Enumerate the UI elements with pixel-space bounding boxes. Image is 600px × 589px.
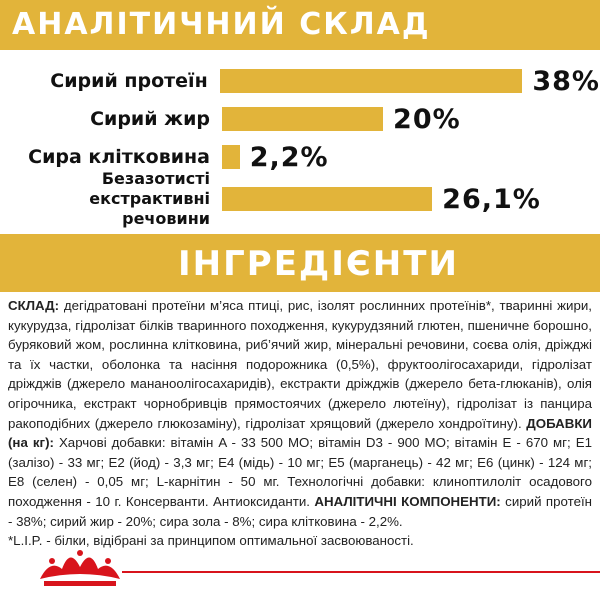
bar-row: Сирий жир 20% [0,100,600,138]
category-label: Сирий жир [90,108,210,130]
bar [222,145,240,169]
bar-row: Сирий протеїн 38% [0,62,600,100]
value-label: 38% [532,65,600,97]
bar [222,187,433,211]
ingredients-text: СКЛАД: дегідратовані протеїни м’яса птиц… [8,296,592,551]
value-label: 20% [393,103,461,135]
category-label: Сирий протеїн [50,70,208,92]
section-title: ІНГРЕДІЄНТИ [0,234,600,292]
text: дегідратовані протеїни м’яса птиці, рис,… [8,298,592,431]
section-title: АНАЛІТИЧНИЙ СКЛАД [0,0,600,50]
value-label: 2,2% [249,141,329,173]
bar [219,69,523,93]
bold-text: АНАЛІТИЧНІ КОМПОНЕНТИ: [314,493,501,509]
chart: Сирий протеїн 38% Сирий жир 20% Сира клітков… [0,62,600,229]
text: Харчові добавки: вітамін A - 33 500 МО; … [8,435,592,509]
category-label: Сира клітковина [28,146,210,168]
category-label: Безазотисті екстрактивні речовини [89,169,210,228]
bold-text: СКЛАД: [8,298,60,313]
logo-strip [40,550,600,586]
bar [222,107,384,131]
footnote: *L.I.P. - білки, відібрані за принципом … [8,533,414,549]
value-label: 26,1% [442,183,541,215]
bar-row: Безазотисті екстрактивні речовини 26,1% [0,169,600,228]
bar-row: Сира клітковина 2,2% [0,138,600,176]
bold-text: ДОБАВКИ (на кг): [8,415,592,451]
crown-logo [40,550,120,586]
composition: СКЛАД: дегідратовані протеїни м’яса птиц… [8,296,592,531]
text: сирий протеїн - 38%; сирий жир - 20%; си… [8,493,593,529]
